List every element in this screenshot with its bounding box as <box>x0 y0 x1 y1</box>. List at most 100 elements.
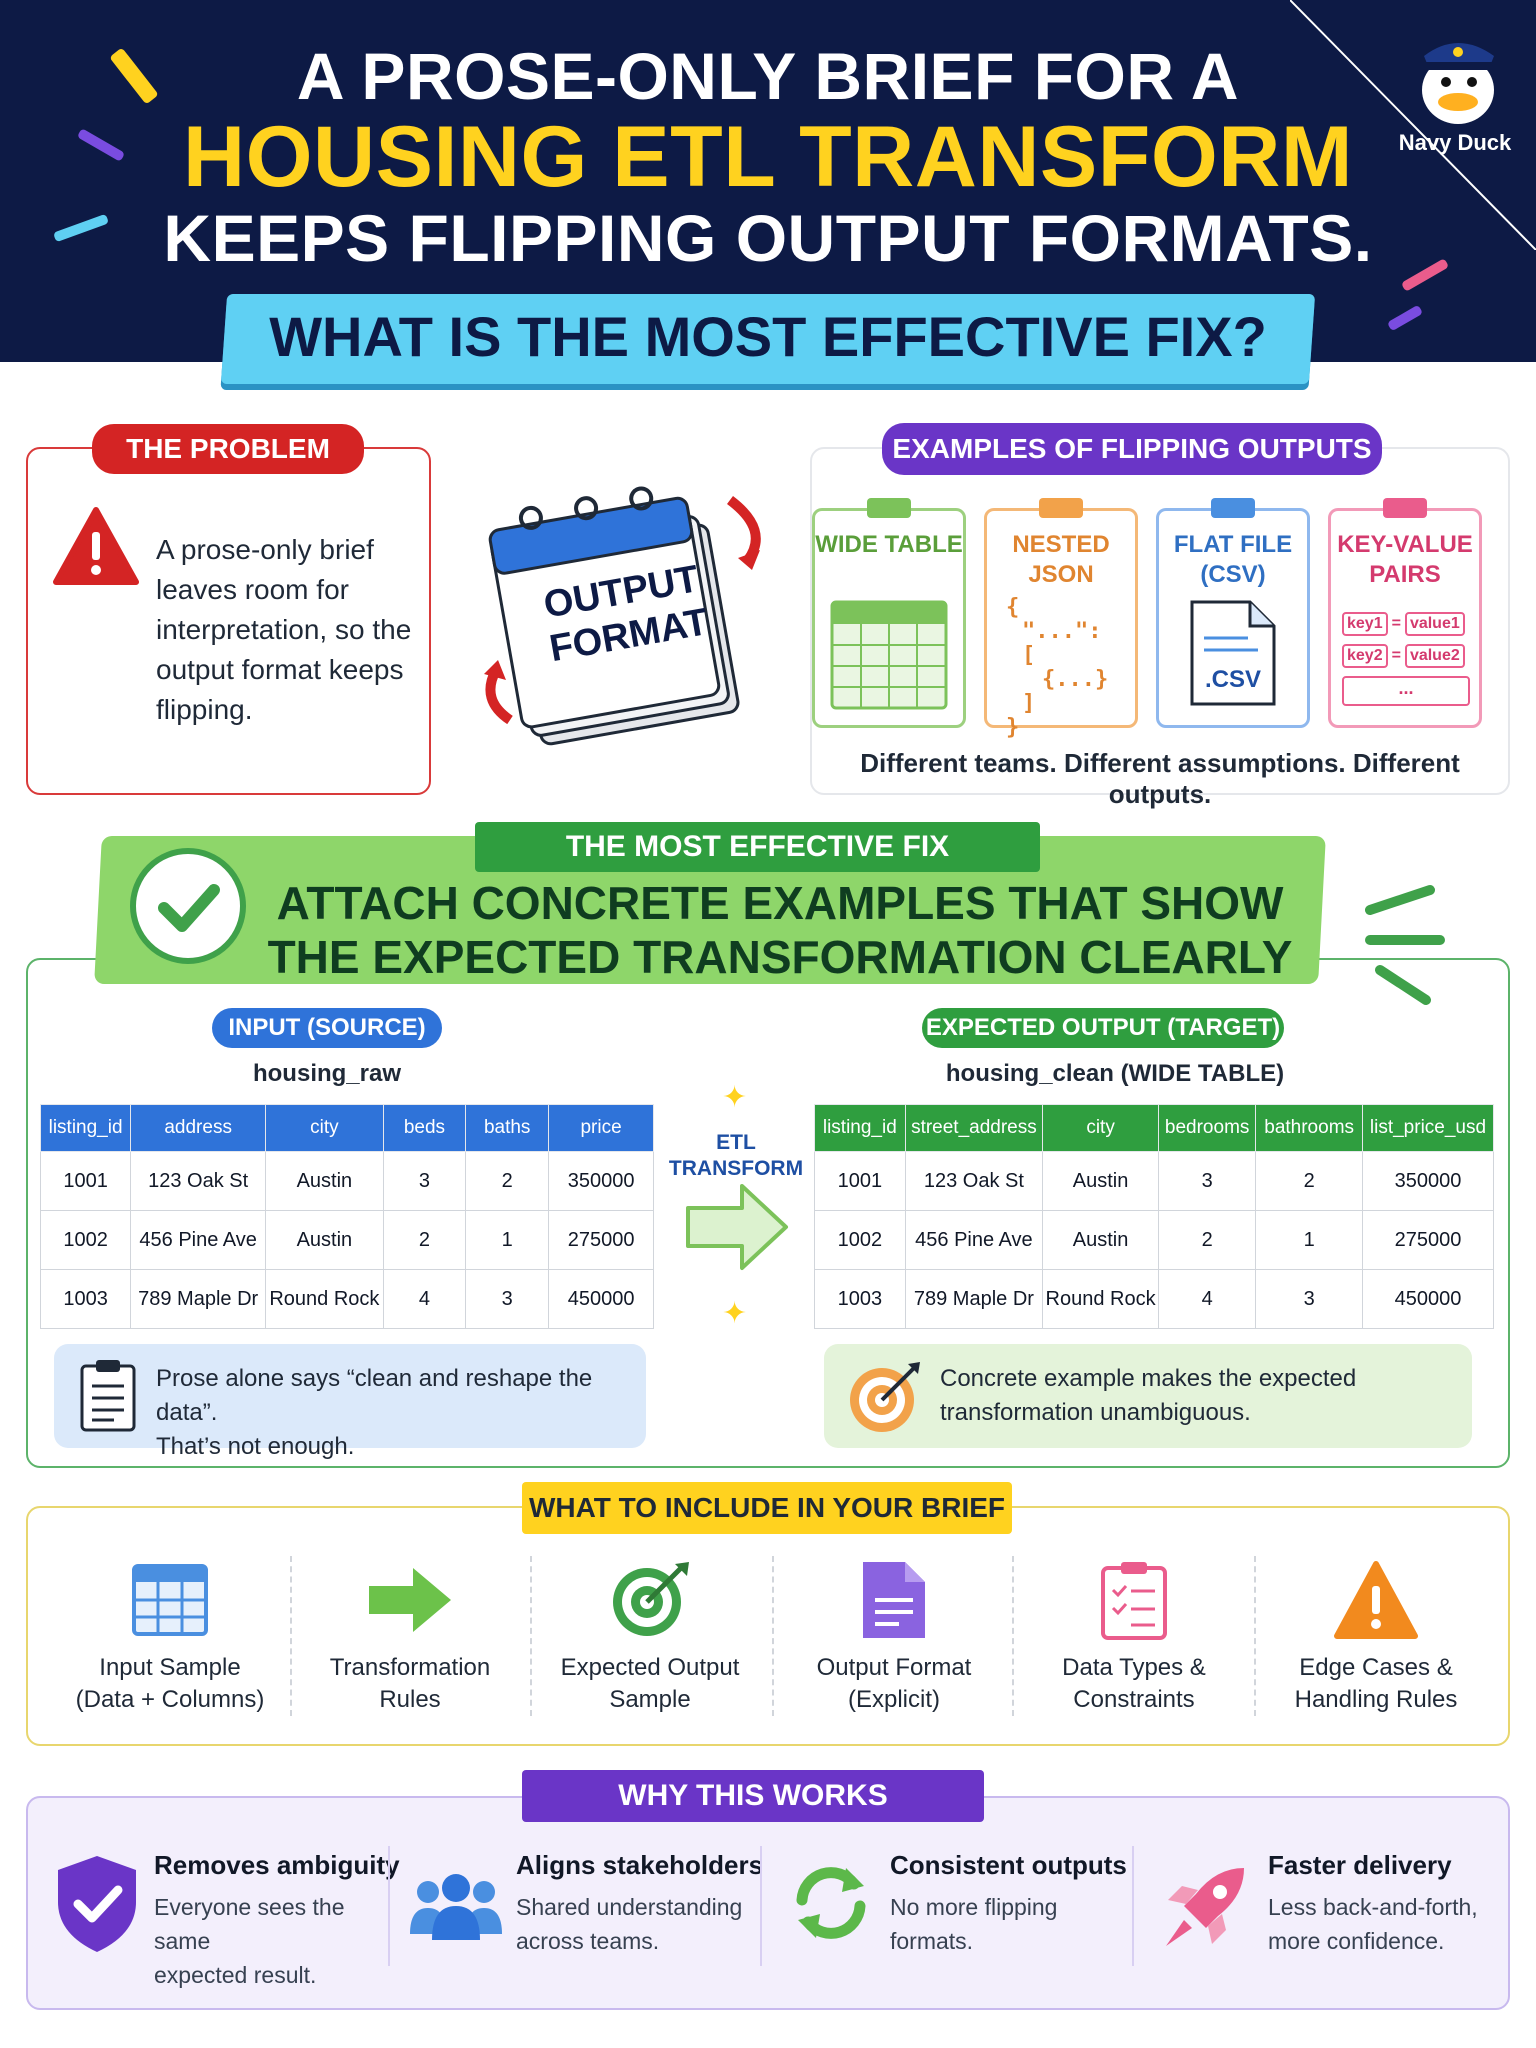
prose-note-text: Prose alone says “clean and reshape the … <box>156 1362 636 1464</box>
table-cell: 456 Pine Ave <box>904 1210 1044 1270</box>
table-cell: 1 <box>465 1210 550 1270</box>
include-label-line-2: Constraints <box>1073 1686 1195 1713</box>
table-cell: Austin <box>265 1151 384 1211</box>
table-cell: 1002 <box>814 1210 906 1270</box>
csv-file-icon <box>1188 598 1278 713</box>
table-header-row: listing_id street_address city bedrooms … <box>814 1104 1495 1152</box>
brand-label: Navy Duck <box>1398 130 1512 155</box>
key-value-row: key2 = value2 <box>1342 644 1470 668</box>
etl-label-line-2: TRANSFORM <box>668 1157 804 1180</box>
column-header: city <box>1042 1104 1159 1152</box>
table-row: 1003 789 Maple Dr Round Rock 4 3 450000 <box>39 1269 654 1329</box>
table-icon <box>50 1560 290 1645</box>
kv-key: key1 <box>1342 612 1388 636</box>
include-label: Input Sample (Data + Columns) <box>50 1652 290 1716</box>
column-header: listing_id <box>814 1104 906 1152</box>
why-desc-line-2: formats. <box>890 1928 974 1954</box>
table-row: 1001 123 Oak St Austin 3 2 350000 <box>814 1151 1495 1211</box>
fix-title-line-2: THE EXPECTED TRANSFORMATION CLEARLY <box>267 931 1293 983</box>
table-row: 1002 456 Pine Ave Austin 2 1 275000 <box>39 1210 654 1270</box>
why-desc-line-2: expected result. <box>154 1962 317 1988</box>
checklist-icon <box>1014 1560 1254 1645</box>
etl-label-line-1: ETL <box>716 1131 756 1154</box>
table-cell: 789 Maple Dr <box>904 1269 1044 1329</box>
fix-pill: THE MOST EFFECTIVE FIX <box>475 822 1040 872</box>
card-tab <box>1039 498 1083 518</box>
decorative-dashes <box>1360 880 1460 1015</box>
headline-line-1: A PROSE-ONLY BRIEF FOR A <box>296 39 1240 113</box>
etl-label: ETL TRANSFORM <box>666 1130 806 1182</box>
why-desc-line-1: Less back-and-forth, <box>1268 1894 1478 1920</box>
question-text: WHAT IS THE MOST EFFECTIVE FIX? <box>269 305 1267 368</box>
table-cell: Austin <box>1042 1151 1159 1211</box>
divider <box>530 1556 532 1716</box>
headline-line-2: HOUSING ETL TRANSFORM <box>183 109 1353 205</box>
column-header: street_address <box>904 1104 1044 1152</box>
why-desc: Less back-and-forth, more confidence. <box>1268 1890 1498 1958</box>
table-cell: 1001 <box>814 1151 906 1211</box>
divider <box>1012 1556 1014 1716</box>
why-desc: Shared understanding across teams. <box>516 1890 746 1958</box>
include-label-line-2: Sample <box>609 1686 691 1713</box>
csv-extension-label: .CSV <box>1204 666 1261 693</box>
table-cell: 450000 <box>1361 1269 1495 1329</box>
table-row: 1003 789 Maple Dr Round Rock 4 3 450000 <box>814 1269 1495 1329</box>
table-cell: 350000 <box>548 1151 654 1211</box>
table-cell: 123 Oak St <box>904 1151 1044 1211</box>
table-cell: 456 Pine Ave <box>130 1210 267 1270</box>
headline-line-3: KEEPS FLIPPING OUTPUT FORMATS. <box>163 201 1373 275</box>
why-desc: No more flipping formats. <box>890 1890 1120 1958</box>
column-header: listing_id <box>39 1104 132 1152</box>
include-label-line-1: Edge Cases & <box>1299 1654 1453 1681</box>
include-label-line-1: Transformation <box>329 1654 491 1681</box>
kv-value: value1 <box>1404 612 1465 636</box>
divider <box>290 1556 292 1716</box>
column-header: baths <box>465 1104 550 1152</box>
table-row: 1002 456 Pine Ave Austin 2 1 275000 <box>814 1210 1495 1270</box>
example-title: FLAT FILE (CSV) <box>1173 531 1293 588</box>
include-label-line-2: (Data + Columns) <box>75 1686 265 1713</box>
example-title: WIDE TABLE <box>815 531 963 558</box>
decorative-line <box>1290 0 1536 250</box>
fix-title-line-1: ATTACH CONCRETE EXAMPLES THAT SHOW <box>276 877 1284 929</box>
clipboard-icon <box>78 1358 138 1439</box>
json-snippet: { "...": [ {...} ] } <box>1006 596 1126 740</box>
target-icon <box>530 1560 770 1645</box>
table-cell: 1 <box>1255 1210 1363 1270</box>
check-circle-icon <box>130 848 246 964</box>
table-cell: 2 <box>1255 1151 1363 1211</box>
warning-icon <box>52 506 140 591</box>
input-table-name: housing_raw <box>252 1060 402 1087</box>
arrow-right-icon <box>684 1180 790 1279</box>
example-note <box>824 1344 1472 1448</box>
table-cell: 3 <box>1157 1151 1257 1211</box>
table-cell: Austin <box>265 1210 384 1270</box>
prose-note-line-2: That’s not enough. <box>156 1433 355 1460</box>
why-panel <box>26 1796 1510 2010</box>
include-pill: WHAT TO INCLUDE IN YOUR BRIEF <box>522 1482 1012 1534</box>
include-label: Expected Output Sample <box>530 1652 770 1716</box>
table-cell: 275000 <box>1361 1210 1495 1270</box>
json-line: "...": [ <box>1022 619 1102 668</box>
table-cell: 450000 <box>548 1269 654 1329</box>
table-cell: 275000 <box>548 1210 654 1270</box>
card-tab <box>867 498 911 518</box>
json-line: } <box>1006 715 1020 740</box>
prose-note-line-1: Prose alone says “clean and reshape the … <box>156 1365 593 1426</box>
column-header: bedrooms <box>1157 1104 1257 1152</box>
include-label: Output Format (Explicit) <box>774 1652 1014 1716</box>
why-title: Consistent outputs <box>890 1850 1127 1880</box>
table-cell: 2 <box>1157 1210 1257 1270</box>
table-cell: 3 <box>382 1151 467 1211</box>
examples-caption: Different teams. Different assumptions. … <box>860 748 1460 809</box>
why-title: Removes ambiguity <box>154 1850 400 1880</box>
why-desc-line-2: across teams. <box>516 1928 660 1954</box>
key-value-row: key1 = value1 <box>1342 612 1470 636</box>
duck-logo-icon <box>1400 20 1520 160</box>
kv-equals: = <box>1391 615 1401 632</box>
arrow-right-icon <box>290 1560 530 1645</box>
example-note-line-2: transformation unambiguous. <box>940 1399 1251 1426</box>
refresh-icon <box>788 1860 874 1951</box>
include-label-line-1: Expected Output <box>560 1654 740 1681</box>
example-title: KEY-VALUE PAIRS <box>1337 531 1473 588</box>
